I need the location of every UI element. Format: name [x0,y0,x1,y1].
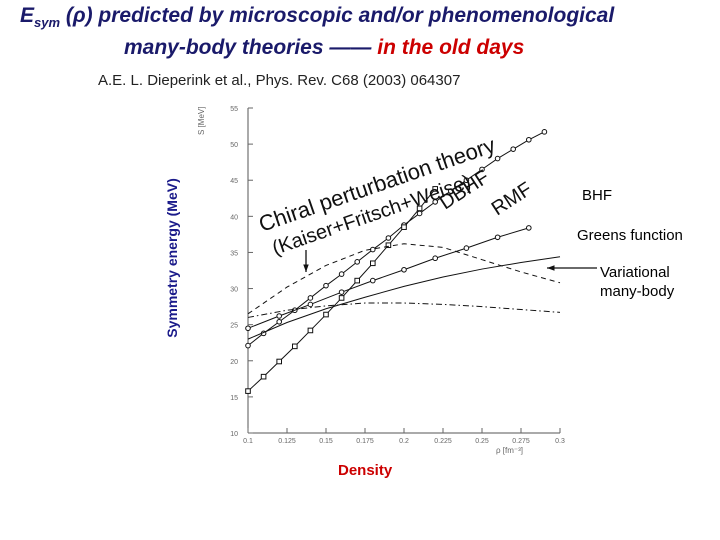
data-point [354,277,360,284]
data-point [260,373,267,380]
y-tick-label: 55 [230,106,238,113]
data-point [432,186,438,192]
data-point [463,245,470,251]
y-tick-label: 20 [230,359,238,366]
inner-y-axis-label: S [MeV] [197,107,206,135]
data-point [370,260,376,267]
y-tick-label: 45 [230,178,238,185]
data-point [541,129,548,135]
y-tick-label: 30 [230,287,238,294]
data-point [401,224,407,230]
data-point [307,295,314,301]
data-point [292,343,298,350]
x-tick-label: 0.125 [278,438,296,445]
x-axis-label: Density [338,462,393,479]
data-point [448,188,454,194]
y-tick-label: 40 [230,214,238,221]
legend-variational-line2: many-body [600,283,675,300]
data-point [479,166,485,173]
series-line-bhf [247,243,561,315]
data-point [276,313,283,319]
series-line-dbhf [247,131,545,347]
title-line2-dash: —— [329,36,378,59]
x-tick-label: 0.3 [555,438,565,445]
title-symbol: E [20,4,35,27]
data-point [276,318,283,325]
data-point [526,225,532,231]
series-line-greens-function [247,256,561,340]
data-point [370,277,376,284]
data-point [245,388,251,394]
series-line-variational-many-body [247,302,561,318]
title-rest: (ρ) predicted by microscopic and/or phen… [60,4,615,27]
data-point [338,271,345,277]
slide-title: Esym (ρ) predicted by microscopic and/or… [20,4,720,30]
series-line-rmf [247,227,529,329]
data-point [416,205,423,212]
data-point [401,266,407,273]
annotation-rmf: RMF [488,178,536,220]
data-point [494,155,501,162]
data-point [245,342,251,349]
legend-greens-function: Greens function [577,227,683,244]
x-tick-label: 0.25 [475,438,489,445]
x-tick-label: 0.1 [243,438,253,445]
inner-x-axis-label: ρ [fm⁻³] [496,446,523,455]
slide-title-line2: many-body theories —— in the old days [124,36,720,60]
data-point [276,358,282,365]
y-tick-label: 15 [230,395,238,402]
data-point [385,242,392,249]
data-point [307,327,314,334]
data-point [307,301,314,308]
data-point [510,146,517,152]
chiral-pointer-arrow-head [303,264,309,272]
variational-pointer-arrow-head [547,265,555,271]
data-point [385,235,392,241]
y-tick-label: 50 [230,142,238,149]
x-tick-label: 0.175 [356,438,374,445]
x-tick-label: 0.2 [399,438,409,445]
citation: A.E. L. Dieperink et al., Phys. Rev. C68… [98,72,461,89]
legend-bhf: BHF [582,187,612,204]
data-point [494,234,501,241]
x-tick-label: 0.15 [319,438,333,445]
legend-variational-line1: Variational [600,264,670,281]
y-tick-label: 35 [230,250,238,257]
title-line2-main: many-body theories [124,36,330,59]
x-tick-label: 0.225 [434,438,452,445]
y-tick-label: 25 [230,323,238,330]
data-point [245,325,251,332]
data-point [323,282,329,289]
y-tick-label: 10 [230,431,238,438]
data-point [416,210,423,217]
title-subscript: sym [34,15,61,31]
data-point [463,177,470,184]
x-tick-label: 0.275 [512,438,530,445]
data-point [338,295,345,301]
title-line2-red: in the old days [377,36,525,59]
data-point [354,259,361,265]
data-point [432,255,439,262]
data-point [338,289,345,295]
data-point [323,311,329,318]
data-point [432,199,439,205]
data-point [526,136,532,143]
